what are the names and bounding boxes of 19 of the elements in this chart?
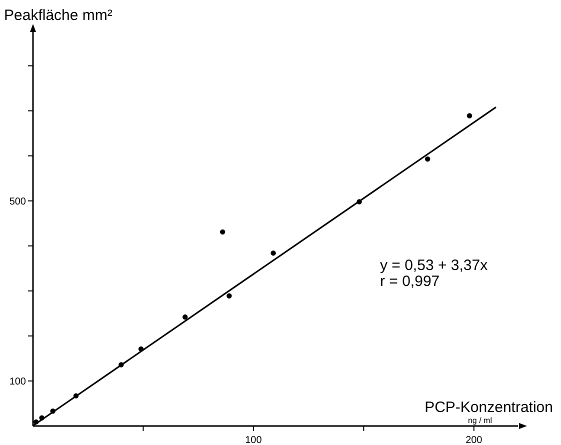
point [50, 408, 56, 414]
y-tick-label: 500 [9, 196, 26, 208]
point [33, 419, 39, 425]
point [118, 362, 124, 368]
point [39, 415, 44, 420]
x-axis-title: PCP-Konzentration ng / ml [424, 399, 553, 425]
y-axis-title: Peakfläche mm² [4, 7, 112, 24]
point [466, 113, 472, 118]
x-tick-label: 200 [466, 435, 483, 445]
point [73, 393, 79, 398]
point [226, 293, 232, 298]
point [425, 156, 430, 162]
point [220, 229, 226, 235]
point [270, 250, 276, 256]
point [138, 346, 144, 352]
annotation: r = 0,997 [380, 273, 440, 290]
annotation: y = 0,53 + 3,37x [380, 257, 488, 274]
point [182, 314, 188, 320]
point [356, 199, 362, 204]
